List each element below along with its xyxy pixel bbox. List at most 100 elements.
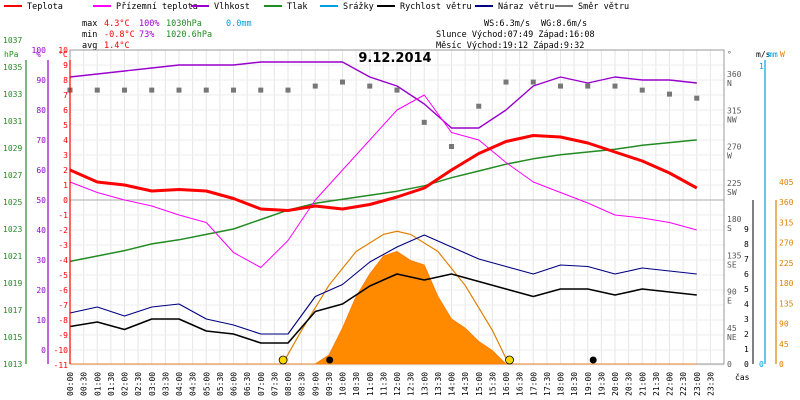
tick-label-solar: 360 [779, 198, 794, 207]
tick-label-time: 20:00 [611, 372, 620, 396]
tick-label-time: 02:30 [134, 372, 143, 396]
tick-label-pressure: 1031 [3, 117, 22, 126]
tick-label-direction: 0 [727, 360, 732, 369]
tick-label-time: 20:30 [625, 372, 634, 396]
wind-direction-point [176, 87, 182, 93]
tick-label-time: 15:00 [475, 372, 484, 396]
tick-label-time: 14:30 [461, 372, 470, 396]
tick-label-time: 22:30 [679, 372, 688, 396]
wind-direction-point [421, 119, 427, 125]
tick-label-compass: SW [727, 188, 737, 197]
stats-value: 4.3°C [104, 19, 130, 29]
tick-label-compass: NW [727, 115, 737, 124]
tick-label-humidity: 40 [36, 226, 46, 235]
moonset-marker [326, 356, 334, 364]
tick-label-time: 00:30 [80, 372, 89, 396]
tick-label-temperature: 8 [63, 76, 68, 85]
tick-label-wind: 4 [744, 300, 749, 309]
tick-label-compass: S [727, 224, 732, 233]
stats-value: -0.8°C [104, 30, 135, 40]
axis-unit-humidity: % [36, 50, 41, 59]
tick-label-direction: 315 [727, 106, 742, 115]
tick-label-humidity: 20 [36, 286, 46, 295]
tick-label-direction: 270 [727, 143, 742, 152]
tick-label-direction: 225 [727, 179, 742, 188]
legend-label: Náraz větru [498, 2, 554, 12]
tick-label-solar: 90 [779, 320, 789, 329]
tick-label-temperature: -6 [58, 286, 68, 295]
stats-label: avg [82, 41, 97, 51]
tick-label-humidity: 30 [36, 256, 46, 265]
tick-label-pressure: 1037 [3, 36, 22, 45]
stats-value: Měsíc Východ:19:12 Západ:9:32 [436, 41, 584, 51]
stats-value: WG:8.6m/s [541, 19, 587, 29]
stats-value: 100% [139, 19, 159, 29]
tick-label-rain: 1 [759, 62, 764, 71]
tick-label-time: 12:00 [393, 372, 402, 396]
tick-label-temperature: -10 [54, 346, 69, 355]
stats-block: max 4.3°C 100% 1030hPa 0.0mm min -0.8°C 73% 1020… [82, 19, 595, 51]
tick-label-time: 02:00 [121, 372, 130, 396]
wind-direction-point [476, 103, 482, 109]
tick-label-direction: 45 [727, 324, 737, 333]
tick-label-time: 07:00 [257, 372, 266, 396]
legend-label: Směr větru [578, 2, 629, 12]
series-Přízemní teplota [69, 94, 697, 268]
axis-unit-temperature: °C [58, 50, 68, 59]
wind-direction-point [530, 79, 536, 85]
tick-label-solar: 405 [779, 178, 794, 187]
tick-label-pressure: 1019 [3, 279, 22, 288]
tick-label-wind: 0 [744, 360, 749, 369]
tick-label-solar: 0 [779, 360, 784, 369]
tick-label-temperature: 0 [63, 196, 68, 205]
axes: hPa% °C ° m/smm W103710351033103110291027102… [3, 36, 794, 396]
legend-label: Rychlost větru [400, 2, 472, 12]
tick-label-time: 19:30 [597, 372, 606, 396]
tick-label-compass: NE [727, 333, 737, 342]
tick-label-temperature: -11 [54, 361, 69, 370]
tick-label-time: 04:30 [189, 372, 198, 396]
tick-label-time: 00:00 [66, 372, 75, 396]
tick-label-compass: E [727, 297, 732, 306]
tick-label-pressure: 1023 [3, 225, 22, 234]
tick-label-pressure: 1025 [3, 198, 22, 207]
tick-label-temperature: -8 [58, 316, 68, 325]
tick-label-direction: 135 [727, 251, 742, 260]
tick-label-time: 17:30 [543, 372, 552, 396]
wind-direction-point [340, 79, 345, 85]
series-Vlhkost [69, 61, 697, 129]
axis-unit-pressure: hPa [4, 50, 19, 59]
tick-label-time: 21:30 [652, 372, 661, 396]
tick-label-time: 19:00 [584, 372, 593, 396]
tick-label-wind: 9 [744, 225, 749, 234]
tick-label-temperature: 2 [63, 166, 68, 175]
tick-label-humidity: 10 [36, 316, 46, 325]
tick-label-time: 07:30 [270, 372, 279, 396]
tick-label-time: 03:30 [161, 372, 170, 396]
tick-label-temperature: 4 [63, 136, 68, 145]
tick-label-time: 01:30 [107, 372, 116, 396]
stats-value: 0.0mm [226, 19, 252, 29]
wind-direction-point [258, 87, 264, 93]
tick-label-temperature: -7 [58, 301, 68, 310]
tick-label-humidity: 0 [41, 346, 46, 355]
tick-label-temperature: 7 [63, 91, 68, 100]
wind-direction-point [394, 87, 400, 93]
axis-unit-rain: mm [768, 50, 778, 59]
tick-label-wind: 7 [744, 255, 749, 264]
tick-label-time: 09:30 [325, 372, 334, 396]
tick-label-time: 09:00 [311, 372, 320, 396]
tick-label-compass: N [727, 79, 732, 88]
tick-label-time: 05:30 [216, 372, 225, 396]
tick-label-time: 17:00 [529, 372, 538, 396]
tick-label-temperature: -2 [58, 226, 68, 235]
tick-label-compass: SE [727, 260, 737, 269]
tick-label-solar: 135 [779, 299, 794, 308]
wind-direction-point [639, 87, 645, 93]
tick-label-time: 10:30 [352, 372, 361, 396]
tick-label-pressure: 1017 [3, 306, 22, 315]
stats-value: 1020.6hPa [166, 30, 212, 40]
tick-label-time: 01:00 [93, 372, 102, 396]
stats-value: 73% [139, 30, 154, 40]
wind-direction-point [367, 83, 373, 89]
